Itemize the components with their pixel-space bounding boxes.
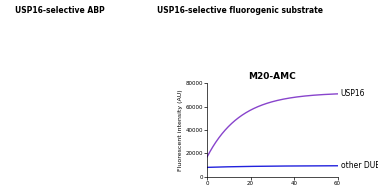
Text: USP16-selective ABP: USP16-selective ABP [15, 6, 105, 15]
Text: USP16: USP16 [341, 89, 365, 98]
Text: USP16-selective fluorogenic substrate: USP16-selective fluorogenic substrate [157, 6, 323, 15]
Text: other DUBs: other DUBs [341, 161, 378, 170]
Title: M20-AMC: M20-AMC [248, 72, 296, 81]
Y-axis label: Fluorescent intensity (AU): Fluorescent intensity (AU) [178, 89, 183, 171]
